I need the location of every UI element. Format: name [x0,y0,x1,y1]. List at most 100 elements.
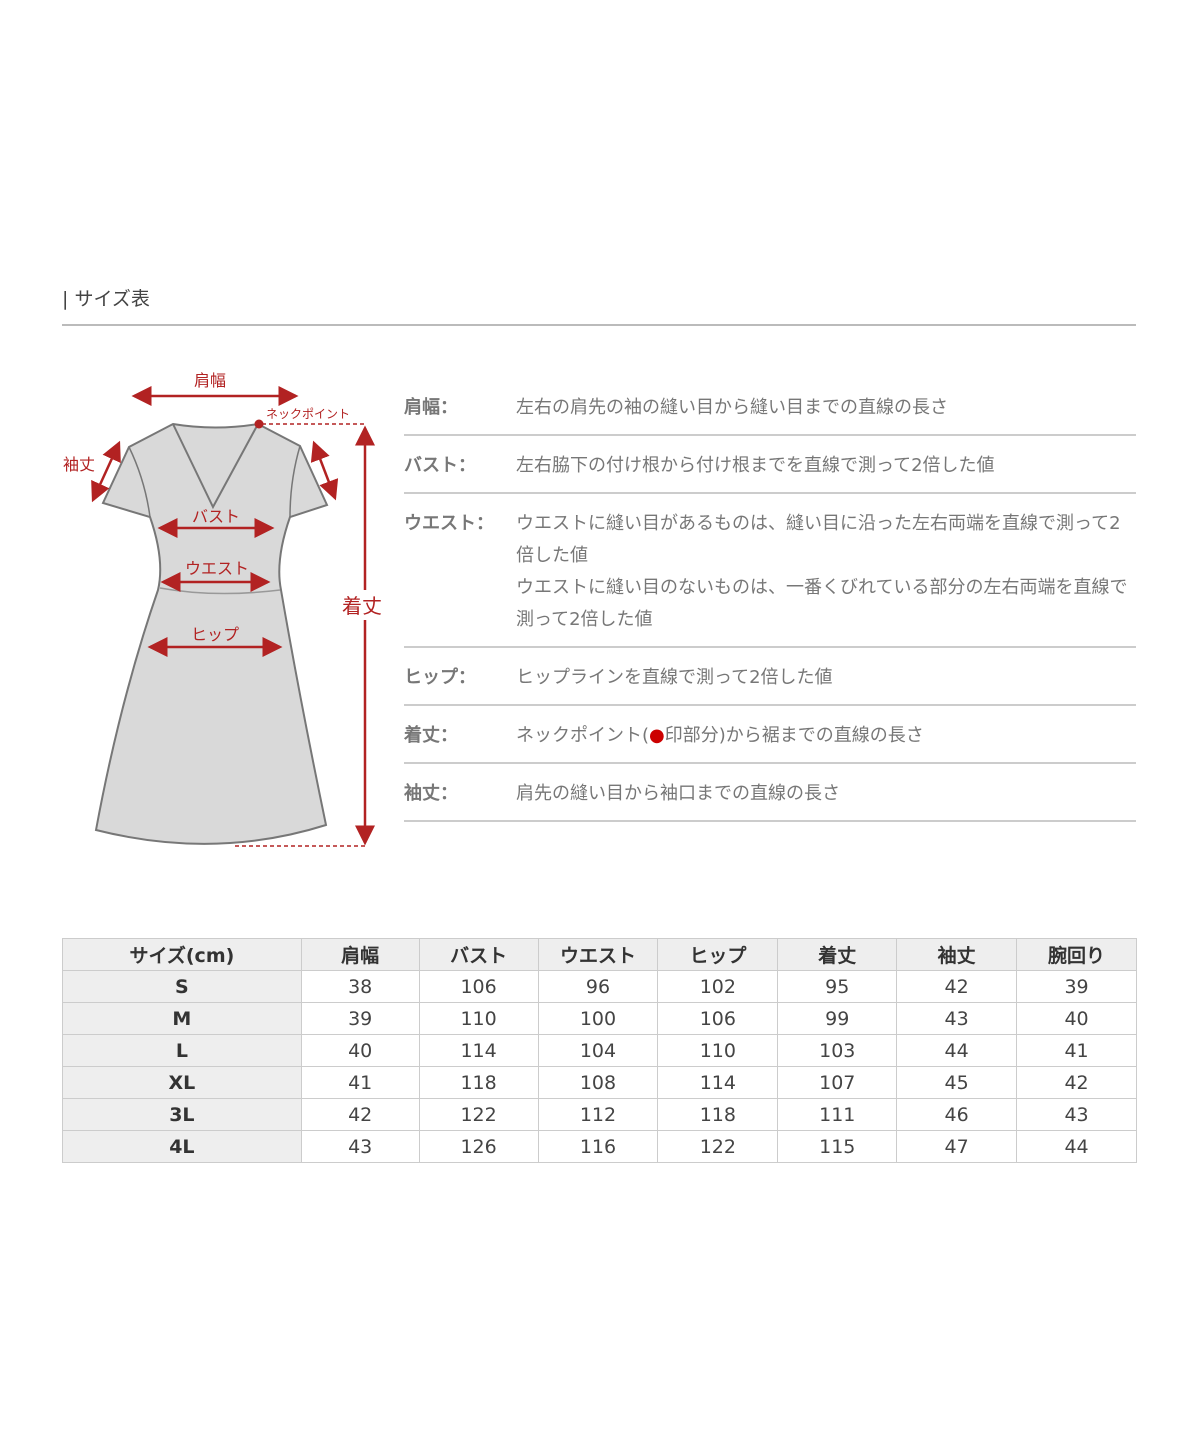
label-shoulder: 肩幅 [194,371,226,390]
measurement-descriptions: 肩幅： 左右の肩先の袖の縫い目から縫い目までの直線の長さ バスト： 左右脇下の付… [404,378,1136,822]
value-cell: 39 [1016,970,1137,1003]
value-cell: 43 [896,1002,1018,1035]
label-neck-point: ネックポイント [266,407,350,421]
column-header: サイズ(cm) [62,938,302,971]
table-row: 4L 43 126 116 122 115 47 44 [62,1130,1137,1163]
value-cell: 42 [300,1098,420,1131]
label-length: 着丈 [342,594,382,618]
size-cell: 4L [62,1130,302,1163]
value-cell: 118 [418,1066,539,1099]
size-table: サイズ(cm) 肩幅 バスト ウエスト ヒップ 着丈 袖丈 腕回り S 38 106 96 102 95… [62,938,1137,1163]
table-row: L 40 114 104 110 103 44 41 [62,1034,1137,1067]
value-cell: 106 [418,970,539,1003]
value-cell: 45 [896,1066,1018,1099]
value-cell: 111 [777,1098,898,1131]
value-cell: 46 [896,1098,1018,1131]
value-cell: 41 [1016,1034,1137,1067]
label-waist: ウエスト [185,559,249,578]
value-cell: 41 [300,1066,420,1099]
desc-row-waist: ウエスト： ウエストに縫い目があるものは、縫い目に沿った左右両端を直線で測って2… [404,494,1136,648]
value-cell: 110 [657,1034,779,1067]
column-header: 腕回り [1016,938,1137,971]
column-header: 肩幅 [300,938,420,971]
desc-row-sleeve: 袖丈： 肩先の縫い目から袖口までの直線の長さ [404,764,1136,822]
desc-row-shoulder: 肩幅： 左右の肩先の袖の縫い目から縫い目までの直線の長さ [404,378,1136,436]
size-cell: 3L [62,1098,302,1131]
table-row: 3L 42 122 112 118 111 46 43 [62,1098,1137,1131]
desc-text: ネックポイント( [516,725,650,746]
size-cell: XL [62,1066,302,1099]
value-cell: 42 [896,970,1018,1003]
value-cell: 100 [537,1002,659,1035]
label-sleeve: 袖丈 [63,455,95,474]
value-cell: 122 [657,1130,779,1163]
value-cell: 99 [777,1002,898,1035]
value-cell: 43 [1016,1098,1137,1131]
column-header: ウエスト [537,938,659,971]
sleeve-arrow-right [310,440,339,501]
value-cell: 95 [777,970,898,1003]
value-cell: 107 [777,1066,898,1099]
desc-label: ヒップ： [404,667,476,688]
value-cell: 44 [896,1034,1018,1067]
section-title: | サイズ表 [62,288,150,310]
size-cell: S [62,970,302,1003]
value-cell: 114 [418,1034,539,1067]
desc-text-after: 印部分)から裾までの直線の長さ [664,725,924,746]
value-cell: 103 [777,1034,898,1067]
value-cell: 106 [657,1002,779,1035]
value-cell: 47 [896,1130,1018,1163]
desc-text: ウエストに縫い目があるものは、縫い目に沿った左右両端を直線で測って2倍した値 [516,513,1121,566]
desc-label: ウエスト： [404,513,494,534]
desc-text: 肩先の縫い目から袖口までの直線の長さ [516,783,840,804]
value-cell: 40 [300,1034,420,1067]
value-cell: 116 [537,1130,659,1163]
desc-label: 着丈： [404,725,458,746]
title-divider [62,324,1136,326]
column-header: バスト [418,938,539,971]
value-cell: 108 [537,1066,659,1099]
value-cell: 114 [657,1066,779,1099]
value-cell: 42 [1016,1066,1137,1099]
desc-text: 左右の肩先の袖の縫い目から縫い目までの直線の長さ [516,397,948,418]
column-header: 着丈 [777,938,898,971]
desc-row-length: 着丈： ネックポイント(●印部分)から裾までの直線の長さ [404,706,1136,764]
desc-text: 左右脇下の付け根から付け根までを直線で測って2倍した値 [516,455,995,476]
value-cell: 39 [300,1002,420,1035]
value-cell: 40 [1016,1002,1137,1035]
table-row: M 39 110 100 106 99 43 40 [62,1002,1137,1035]
value-cell: 38 [300,970,420,1003]
desc-text-2: ウエストに縫い目のないものは、一番くびれている部分の左右両端を直線で測って2倍し… [516,577,1128,630]
value-cell: 118 [657,1098,779,1131]
desc-row-hip: ヒップ： ヒップラインを直線で測って2倍した値 [404,648,1136,706]
desc-row-bust: バスト： 左右脇下の付け根から付け根までを直線で測って2倍した値 [404,436,1136,494]
column-header: 袖丈 [896,938,1018,971]
size-cell: M [62,1002,302,1035]
desc-label: バスト： [404,455,476,476]
value-cell: 115 [777,1130,898,1163]
value-cell: 104 [537,1034,659,1067]
size-cell: L [62,1034,302,1067]
neckline [172,423,259,510]
desc-label: 袖丈： [404,783,458,804]
sleeve-arrow-left [91,440,121,503]
column-header: ヒップ [657,938,779,971]
dress-measurement-diagram: 肩幅 ネックポイント 袖丈 バスト ウエスト ヒップ 着丈 [63,371,382,847]
value-cell: 102 [657,970,779,1003]
value-cell: 44 [1016,1130,1137,1163]
red-dot-icon: ● [649,725,665,746]
table-row: XL 41 118 108 114 107 45 42 [62,1066,1137,1099]
neck-point-dot [254,419,264,429]
desc-label: 肩幅： [404,397,458,418]
label-bust: バスト [192,507,240,526]
value-cell: 126 [418,1130,539,1163]
value-cell: 110 [418,1002,539,1035]
label-hip: ヒップ [191,625,239,644]
desc-text: ヒップラインを直線で測って2倍した値 [516,667,833,688]
table-row: S 38 106 96 102 95 42 39 [62,970,1137,1003]
sleeve-seam-left [128,446,151,518]
sleeve-seam-right [289,445,301,518]
table-header-row: サイズ(cm) 肩幅 バスト ウエスト ヒップ 着丈 袖丈 腕回り [62,938,1137,971]
value-cell: 96 [537,970,659,1003]
